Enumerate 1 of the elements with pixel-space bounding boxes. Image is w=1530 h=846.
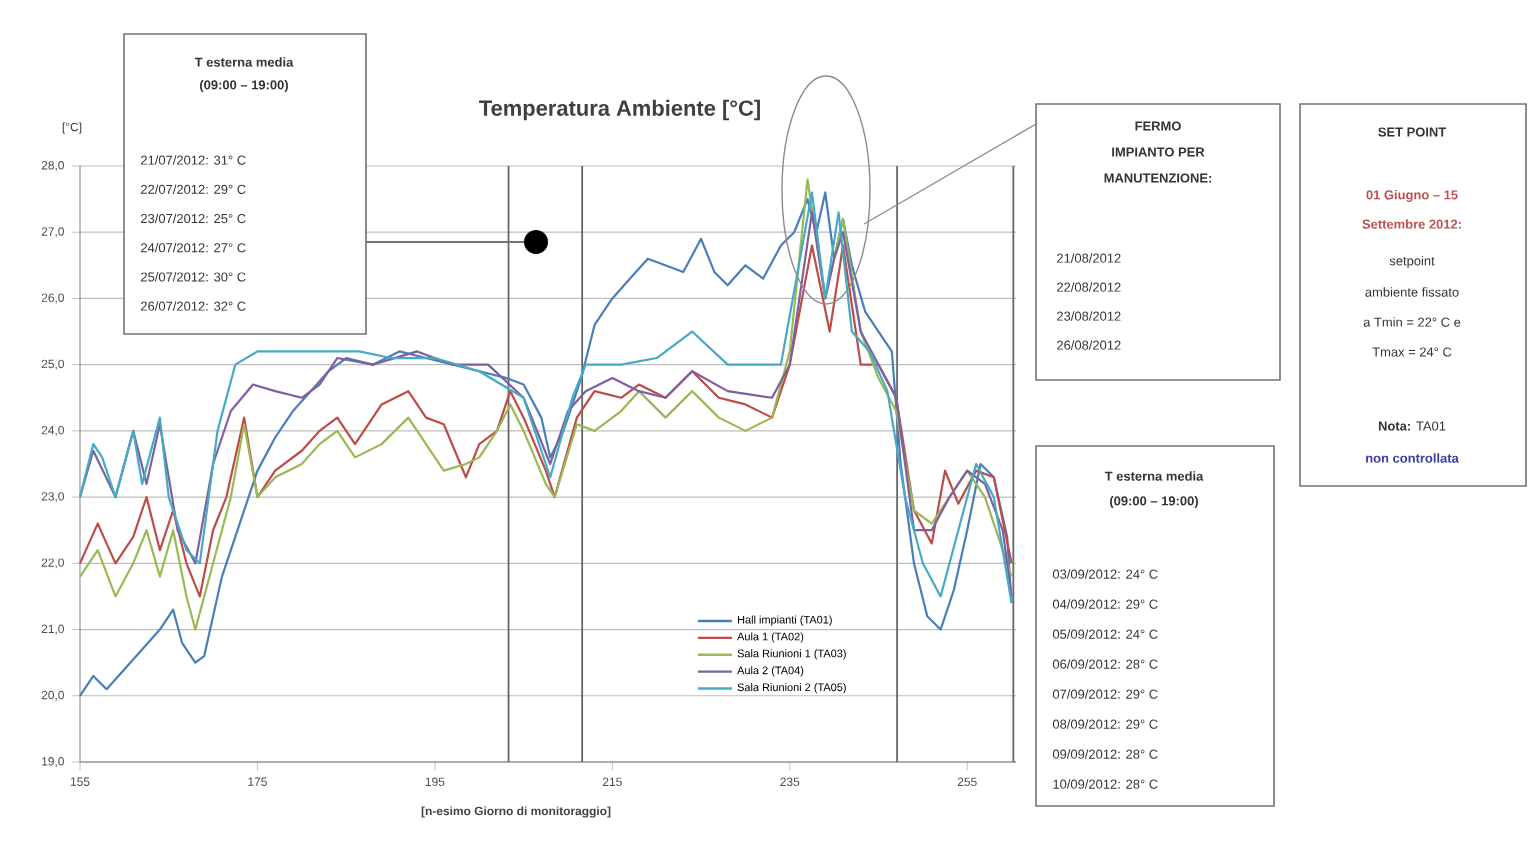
chart-title: Temperatura Ambiente [°C] (479, 99, 760, 121)
